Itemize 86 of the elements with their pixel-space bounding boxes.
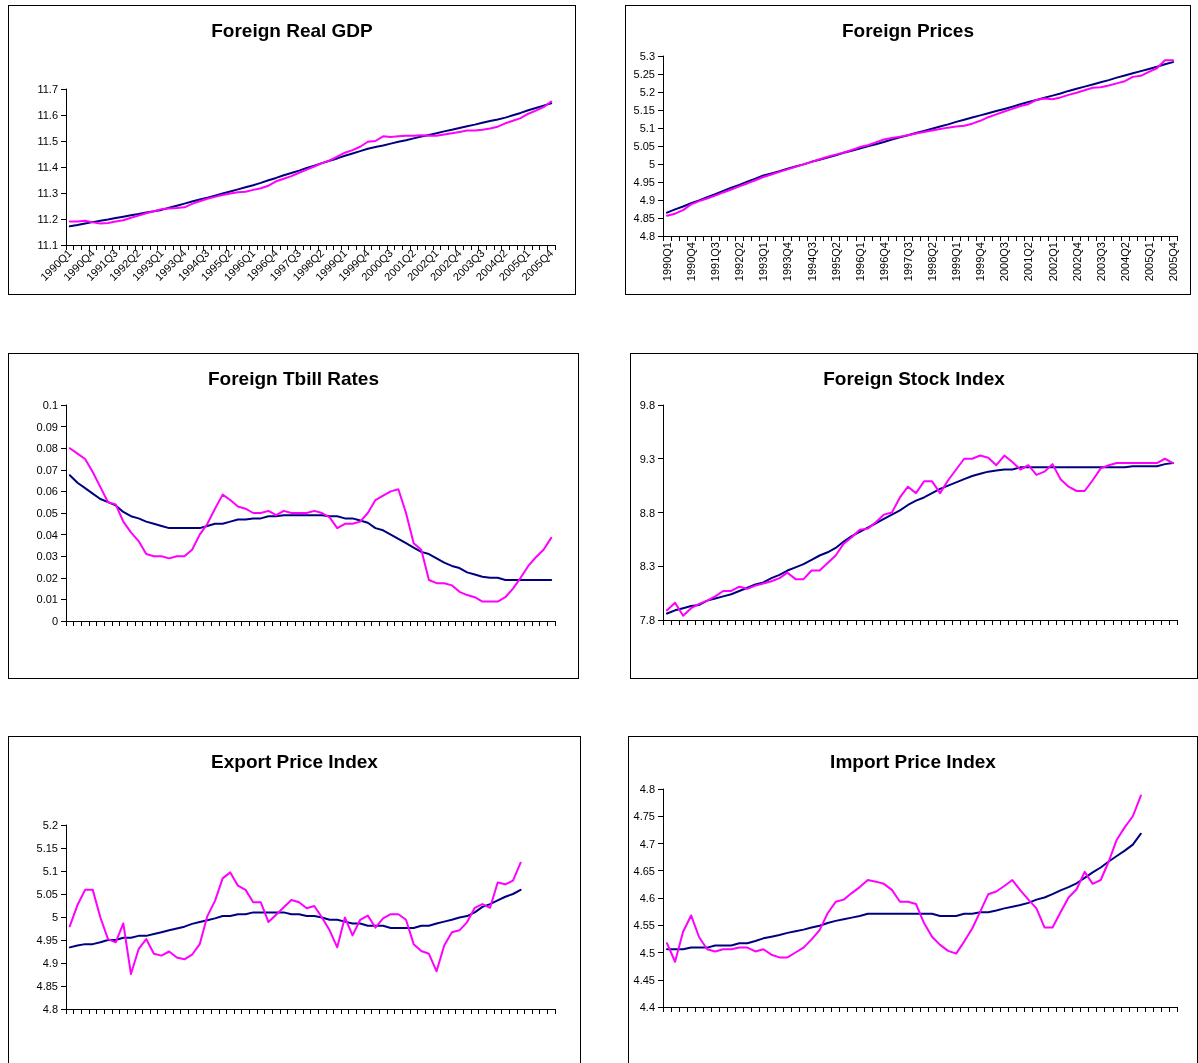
y-tick-label: 4.95 (36, 934, 58, 946)
x-tick-label: 1995Q2 (829, 242, 842, 282)
y-tick-label: 4.45 (633, 973, 655, 986)
y-tick-label: 4.8 (639, 230, 655, 242)
x-tick-label: 1999Q1 (950, 242, 963, 282)
y-tick-label: 4.9 (639, 194, 655, 206)
y-tick-label: 11.2 (37, 213, 58, 225)
y-tick-label: 5.1 (639, 122, 655, 134)
x-tick-label: 2004Q2 (1118, 242, 1131, 282)
line-series (68, 861, 522, 976)
y-tick-label: 9.3 (639, 452, 655, 465)
x-tick-label: 2001Q2 (1022, 242, 1035, 282)
y-tick-label: 8.8 (639, 506, 655, 519)
x-tick-label: 2002Q4 (1070, 242, 1083, 282)
y-tick-label: 5.3 (639, 50, 655, 62)
y-tick-label: 5.05 (633, 140, 655, 152)
y-tick-label: 0.08 (36, 442, 58, 455)
line-series (68, 888, 522, 949)
y-tick-label: 4.4 (639, 1001, 655, 1013)
y-tick-label: 5.15 (633, 104, 655, 116)
y-tick-label: 0.05 (36, 507, 58, 519)
y-tick-label: 4.85 (633, 212, 655, 224)
x-tick-label: 1998Q2 (926, 242, 939, 282)
y-tick-label: 4.65 (633, 864, 655, 877)
y-tick-label: 5.1 (42, 865, 58, 877)
x-tick-label: 1996Q4 (877, 242, 890, 282)
chart-title: Foreign Tbill Rates (207, 368, 380, 389)
x-tick-label: 1994Q3 (805, 242, 818, 282)
y-tick-label: 5 (648, 158, 655, 170)
line-series (68, 447, 553, 603)
y-tick-label: 4.8 (42, 1003, 58, 1015)
y-tick-label: 0.02 (36, 571, 58, 584)
x-tick-label: 2003Q3 (1094, 242, 1107, 282)
x-tick-label: 2002Q1 (1046, 242, 1059, 282)
y-tick-label: 11.5 (37, 135, 58, 147)
x-tick-label: 1999Q4 (974, 242, 987, 282)
x-tick-label: 2005Q4 (1166, 242, 1179, 282)
y-tick-label: 11.6 (37, 109, 58, 121)
y-tick-label: 0.04 (36, 528, 58, 541)
y-tick-label: 4.6 (639, 892, 655, 904)
x-tick-label: 1991Q3 (709, 242, 722, 282)
y-tick-label: 9.8 (639, 399, 655, 411)
x-tick-label: 1990Q4 (685, 242, 698, 282)
y-tick-label: 5.2 (639, 86, 655, 98)
line-series (666, 794, 1142, 963)
y-tick-label: 8.3 (639, 560, 655, 573)
x-tick-label: 1990Q1 (661, 242, 674, 282)
y-tick-label: 4.85 (36, 980, 58, 992)
y-tick-label: 0.1 (42, 399, 58, 411)
y-tick-label: 4.9 (42, 957, 58, 969)
y-tick-label: 0.03 (36, 550, 58, 563)
y-tick-label: 4.95 (633, 176, 655, 188)
y-tick-label: 7.8 (639, 614, 655, 626)
y-tick-label: 5.15 (36, 842, 58, 854)
y-tick-label: 5.05 (36, 888, 58, 900)
y-tick-label: 4.8 (639, 783, 655, 795)
y-tick-label: 11.4 (37, 161, 58, 173)
y-tick-label: 11.3 (37, 187, 58, 199)
y-tick-label: 11.7 (37, 83, 58, 95)
x-tick-label: 1997Q3 (901, 242, 914, 282)
y-tick-label: 0.07 (36, 463, 58, 476)
y-tick-label: 5.2 (42, 819, 58, 831)
line-series (666, 832, 1142, 951)
x-tick-label: 1993Q1 (757, 242, 770, 282)
chart-title: Export Price Index (211, 751, 379, 772)
x-tick-label: 2005Q1 (1142, 242, 1155, 282)
line-series (68, 474, 553, 581)
x-tick-label: 1992Q2 (733, 242, 746, 282)
y-tick-label: 0.06 (36, 485, 58, 498)
y-tick-label: 4.75 (633, 810, 655, 823)
chart-title: Foreign Real GDP (211, 20, 374, 41)
y-tick-label: 5 (51, 911, 58, 923)
x-tick-label: 2000Q3 (998, 242, 1011, 282)
chart-title: Import Price Index (830, 751, 997, 772)
y-tick-label: 4.55 (633, 919, 655, 932)
x-tick-label: 1993Q4 (781, 242, 794, 282)
chart-title: Foreign Stock Index (823, 368, 1006, 389)
y-tick-label: 4.7 (639, 837, 655, 850)
y-tick-label: 4.5 (639, 946, 655, 959)
y-tick-label: 0.09 (36, 420, 58, 433)
y-tick-label: 0.01 (36, 593, 58, 606)
x-tick-label: 1996Q1 (853, 242, 866, 282)
y-tick-label: 5.25 (633, 68, 655, 80)
y-tick-label: 11.1 (37, 239, 58, 251)
y-tick-label: 0 (51, 615, 58, 627)
chart-title: Foreign Prices (842, 20, 974, 41)
